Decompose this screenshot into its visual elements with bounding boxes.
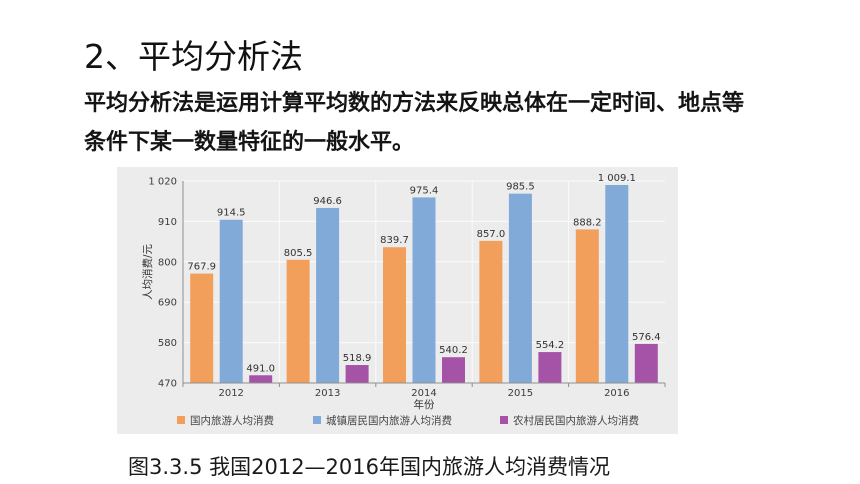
- bar-2012-series-1: [190, 273, 214, 383]
- legend-label: 国内旅游人均消费: [190, 414, 274, 427]
- bar-2013-series-1: [286, 259, 310, 383]
- y-tick-label: 470: [158, 379, 177, 390]
- legend-swatch: [500, 416, 508, 424]
- data-label: 518.9: [343, 353, 372, 364]
- bar-2015-series-2: [508, 193, 532, 383]
- y-tick-label: 580: [158, 338, 177, 349]
- bar-2013-series-3: [345, 365, 369, 383]
- legend-label: 农村居民国内旅游人均消费: [513, 414, 639, 427]
- x-axis-title: 年份: [414, 398, 435, 411]
- data-label: 857.0: [477, 229, 506, 240]
- legend-label: 城镇居民国内旅游人均消费: [326, 414, 452, 427]
- data-label: 985.5: [506, 182, 535, 193]
- data-label: 975.4: [410, 185, 439, 196]
- chart-figure: 470 580 690 800 910 1 020 767.9 805.5 839.7 857.0…: [117, 167, 678, 434]
- y-tick-label: 1 020: [148, 177, 177, 188]
- data-label: 491.0: [246, 363, 275, 374]
- bar-2014-series-3: [442, 357, 465, 383]
- figure-caption: 图3.3.5 我国2012—2016年国内旅游人均消费情况: [128, 455, 610, 479]
- legend-swatch: [177, 416, 185, 424]
- bar-2014-series-2: [412, 197, 436, 383]
- bar-2012-series-3: [249, 375, 273, 383]
- bar-2012-series-2: [219, 219, 243, 383]
- paragraph-line: 条件下某一数量特征的一般水平。: [84, 130, 415, 155]
- bar-2016-series-3: [634, 343, 658, 383]
- chart-svg: 470 580 690 800 910 1 020 767.9 805.5 839.7 857.0…: [141, 173, 666, 427]
- bar-2015-series-1: [479, 240, 503, 383]
- bar-2016-series-1: [575, 229, 599, 383]
- x-tick-label: 2016: [604, 388, 629, 399]
- data-label: 540.2: [439, 345, 468, 356]
- y-tick-label: 800: [158, 257, 177, 268]
- y-tick-label: 910: [158, 217, 177, 228]
- data-label: 576.4: [632, 332, 661, 343]
- data-label: 888.2: [573, 217, 602, 228]
- paragraph-line: 平均分析法是运用计算平均数的方法来反映总体在一定时间、地点等: [84, 91, 745, 116]
- y-tick-label: 690: [158, 298, 177, 309]
- bar-2016-series-2: [605, 185, 629, 383]
- data-label: 946.6: [313, 196, 342, 207]
- x-tick-label: 2012: [218, 388, 243, 399]
- bar-2015-series-3: [538, 352, 562, 383]
- slide-heading: 2、平均分析法: [84, 37, 303, 76]
- y-axis-title: 人均消费/元: [141, 243, 154, 300]
- x-tick-label: 2015: [508, 388, 533, 399]
- data-label: 1 009.1: [598, 173, 636, 184]
- data-label: 767.9: [187, 262, 216, 273]
- data-label: 914.5: [217, 208, 246, 219]
- bar-2013-series-2: [316, 207, 340, 383]
- x-tick-label: 2014: [411, 388, 436, 399]
- slide-paragraph: 平均分析法是运用计算平均数的方法来反映总体在一定时间、地点等 条件下某一数量特征…: [84, 84, 744, 162]
- x-tick-label: 2013: [315, 388, 340, 399]
- data-label: 805.5: [284, 248, 313, 259]
- data-label: 554.2: [536, 340, 565, 351]
- bar-2014-series-1: [383, 247, 406, 383]
- legend-swatch: [313, 416, 321, 424]
- data-label: 839.7: [380, 235, 409, 246]
